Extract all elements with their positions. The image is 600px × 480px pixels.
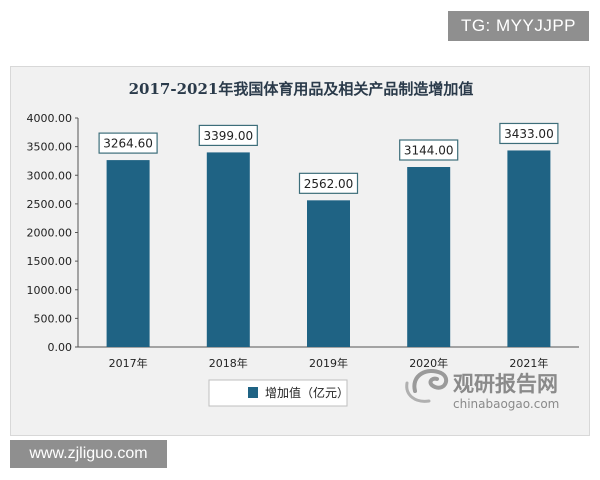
data-label-box	[499, 122, 559, 145]
bar-chart: 2017-2021年我国体育用品及相关产品制造增加值 0.00 500.00 100…	[27, 80, 579, 411]
bars	[106, 150, 551, 347]
legend-swatch	[248, 387, 258, 398]
data-label: 3399.00	[203, 129, 253, 143]
y-tick-label: 2000.00	[27, 227, 73, 240]
x-tick-label: 2021年	[509, 356, 548, 370]
y-tick-label: 3000.00	[27, 169, 73, 182]
x-tick-label: 2019年	[309, 356, 348, 370]
data-label-box	[198, 124, 258, 147]
watermark-name: 观研报告网	[453, 372, 558, 396]
data-label: 2562.00	[304, 177, 354, 191]
chart-title: 2017-2021年我国体育用品及相关产品制造增加值	[129, 80, 474, 98]
bar-1	[106, 160, 150, 347]
site-url-banner: www.zjliguo.com	[10, 440, 167, 468]
y-tick-label: 4000.00	[27, 112, 73, 125]
watermark-swirl-icon	[412, 369, 449, 393]
legend: 增加值（亿元）	[208, 379, 349, 407]
x-tick-labels: 2017年 2018年 2019年 2020年 2021年	[109, 356, 549, 370]
y-tick-labels: 0.00 500.00 1000.00 1500.00 2000.00 2500.00 30…	[27, 112, 78, 354]
chart-frame: 2017-2021年我国体育用品及相关产品制造增加值 0.00 500.00 100…	[10, 66, 590, 436]
legend-box	[208, 379, 348, 407]
bar-2	[206, 152, 250, 347]
watermark-logo: 观研报告网 chinabaogao.com	[405, 369, 559, 411]
data-label-box	[98, 132, 158, 154]
data-label: 3144.00	[404, 144, 454, 158]
data-label: 3433.00	[504, 127, 554, 141]
watermark-swirl-tail-icon	[405, 381, 431, 403]
data-label: 3264.60	[103, 137, 153, 151]
tg-banner: TG: MYYJJPP	[448, 11, 589, 41]
watermark-url: chinabaogao.com	[453, 397, 559, 411]
y-tick-label: 3500.00	[27, 141, 73, 154]
data-label-box	[298, 172, 359, 194]
legend-label: 增加值（亿元）	[265, 385, 349, 400]
y-tick-label: 0.00	[48, 341, 73, 354]
data-labels: 3264.60 3399.00 2562.00 3144.00 3433.00	[98, 122, 559, 194]
y-tick-label: 2500.00	[27, 198, 73, 211]
y-tick-label: 1500.00	[27, 255, 73, 268]
bar-3	[307, 200, 350, 347]
bar-4	[407, 167, 451, 347]
x-tick-label: 2017年	[109, 356, 148, 370]
x-tick-label: 2020年	[409, 356, 448, 370]
y-tick-label: 500.00	[34, 312, 73, 325]
bar-5	[507, 150, 551, 347]
data-label-box	[399, 139, 459, 161]
x-tick-label: 2018年	[209, 356, 248, 370]
y-tick-label: 1000.00	[27, 284, 73, 297]
